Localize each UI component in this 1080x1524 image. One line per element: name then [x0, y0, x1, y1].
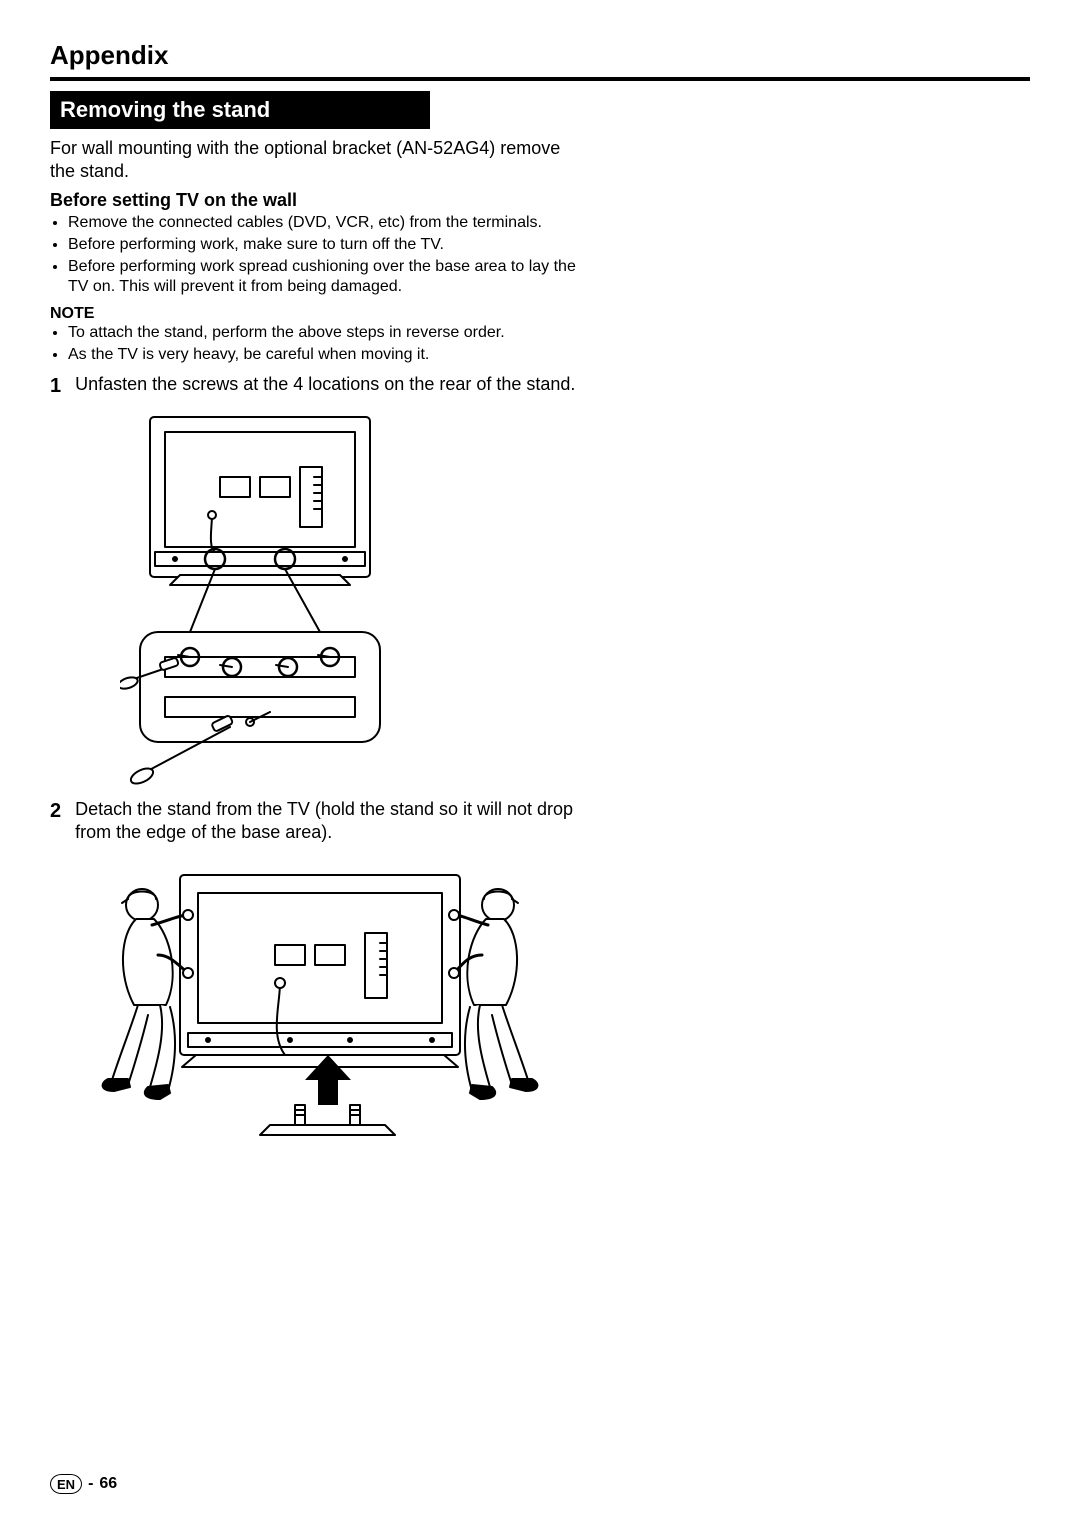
chapter-title: Appendix [50, 40, 1030, 81]
step-text: Unfasten the screws at the 4 locations o… [75, 373, 590, 399]
step-1: 1 Unfasten the screws at the 4 locations… [50, 373, 590, 399]
page-dash: - [88, 1475, 93, 1493]
two-people-lift-tv-icon [70, 855, 570, 1145]
step-2: 2 Detach the stand from the TV (hold the… [50, 798, 590, 845]
page-footer: EN - 66 [50, 1474, 117, 1494]
list-item: Before performing work, make sure to tur… [68, 235, 590, 255]
step-number: 1 [50, 373, 61, 399]
section-heading-band: Removing the stand [50, 91, 430, 129]
step-number: 2 [50, 798, 61, 845]
before-list: Remove the connected cables (DVD, VCR, e… [50, 213, 590, 297]
list-item: Remove the connected cables (DVD, VCR, e… [68, 213, 590, 233]
page: Appendix Removing the stand For wall mou… [0, 0, 1080, 1524]
note-list: To attach the stand, perform the above s… [50, 323, 590, 365]
content-column: Removing the stand For wall mounting wit… [50, 91, 590, 1150]
note-heading: NOTE [50, 305, 590, 323]
list-item: To attach the stand, perform the above s… [68, 323, 590, 343]
page-number: 66 [99, 1475, 117, 1493]
figure-detach-stand [70, 855, 590, 1150]
figure-unfasten-screws [120, 407, 590, 792]
before-heading: Before setting TV on the wall [50, 190, 590, 211]
intro-text: For wall mounting with the optional brac… [50, 137, 590, 184]
list-item: Before performing work spread cushioning… [68, 257, 590, 297]
step-text: Detach the stand from the TV (hold the s… [75, 798, 590, 845]
tv-rear-screws-icon [120, 407, 400, 787]
lang-badge: EN [50, 1474, 82, 1494]
list-item: As the TV is very heavy, be careful when… [68, 345, 590, 365]
